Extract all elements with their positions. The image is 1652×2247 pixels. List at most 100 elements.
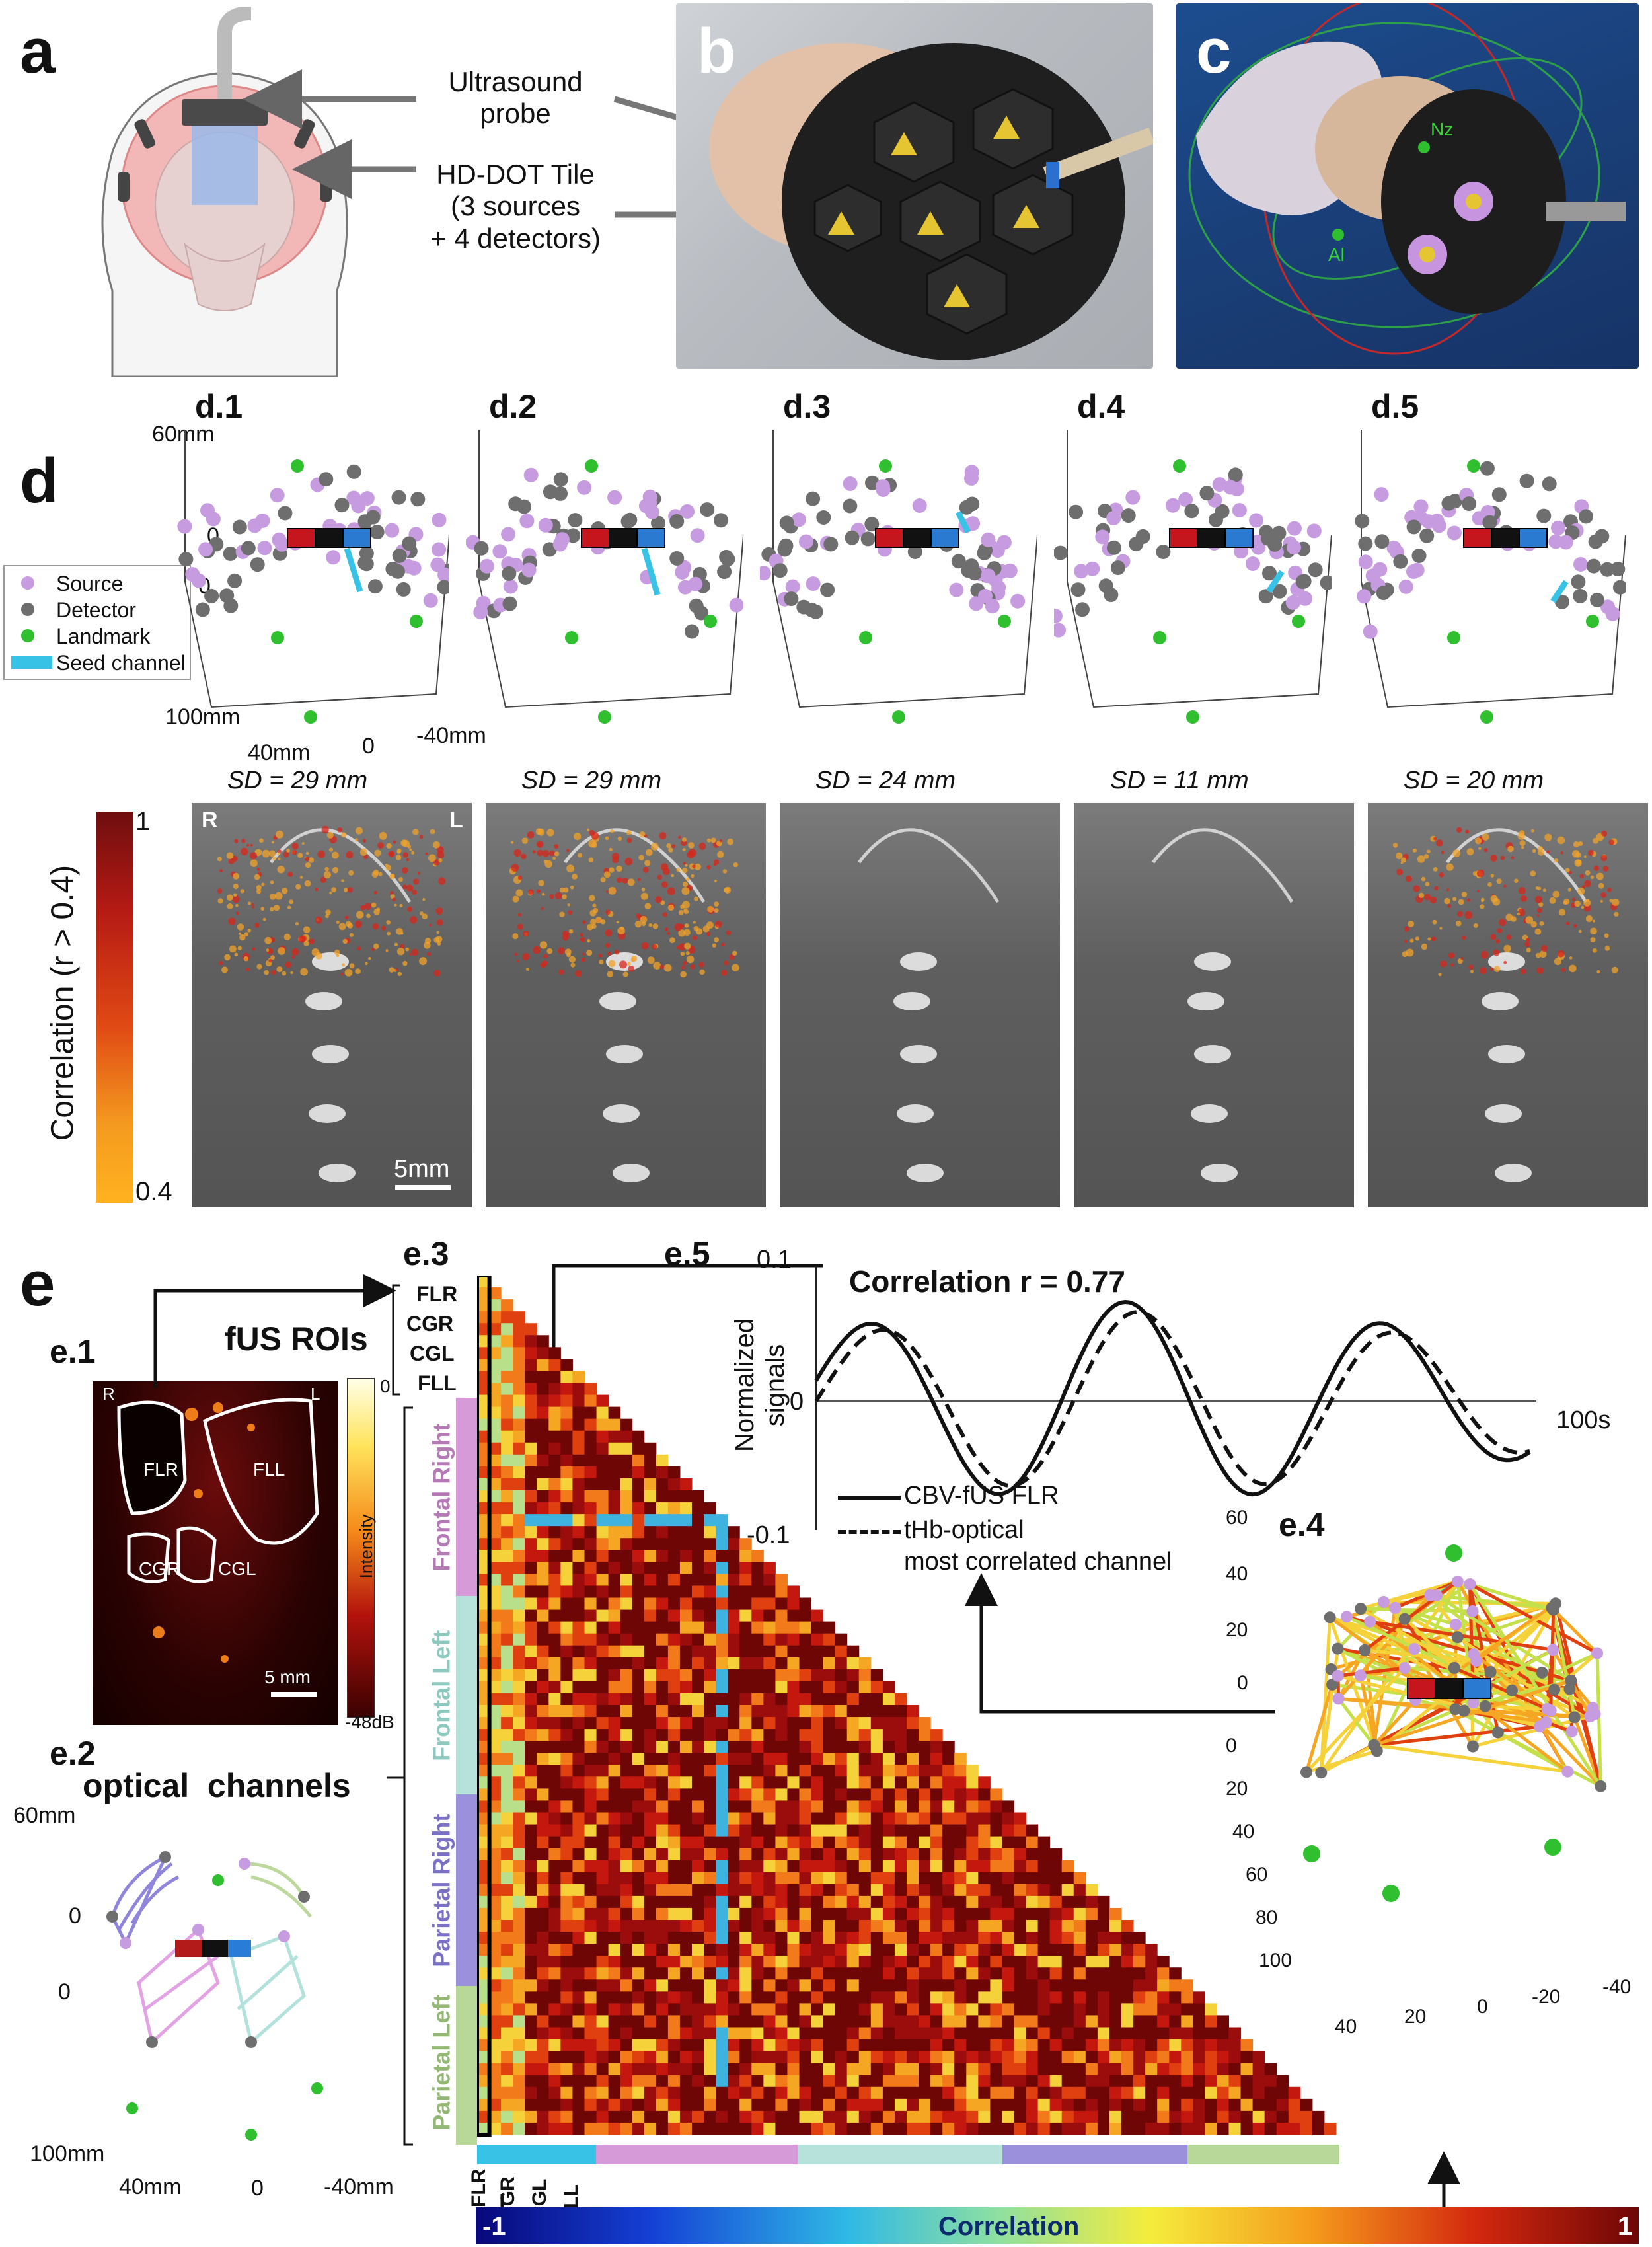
matrix-cell bbox=[679, 2027, 693, 2040]
detector-marker bbox=[365, 510, 381, 525]
matrix-cell bbox=[620, 1967, 633, 1980]
legend-source-marker bbox=[21, 576, 34, 590]
matrix-cell bbox=[704, 1514, 716, 1527]
matrix-cell bbox=[596, 1800, 609, 1813]
matrix-cell bbox=[907, 1836, 919, 1849]
correlation-voxel bbox=[299, 876, 303, 879]
matrix-cell bbox=[716, 1657, 728, 1670]
matrix-cell bbox=[632, 2015, 645, 2028]
matrix-cell bbox=[919, 1765, 931, 1777]
separation-label-5: SD = 20 mm bbox=[1403, 767, 1544, 794]
matrix-cell bbox=[679, 1788, 693, 1801]
matrix-cell bbox=[560, 1574, 573, 1586]
matrix-cell bbox=[525, 1526, 537, 1539]
correlation-voxel bbox=[234, 952, 239, 957]
matrix-cell bbox=[1133, 2015, 1146, 2028]
matrix-cell bbox=[775, 2051, 788, 2064]
correlation-voxel bbox=[1596, 872, 1604, 880]
matrix-cell bbox=[1061, 2075, 1074, 2088]
matrix-cell bbox=[501, 2039, 513, 2052]
matrix-cell bbox=[537, 1574, 549, 1586]
source-marker bbox=[523, 467, 539, 482]
matrix-cell bbox=[1026, 1967, 1039, 1980]
correlation-voxel bbox=[1560, 851, 1563, 855]
matrix-cell bbox=[1073, 1872, 1086, 1885]
matrix-cell bbox=[656, 1741, 669, 1753]
matrix-cell bbox=[1002, 2075, 1014, 2088]
detector-marker bbox=[1272, 584, 1287, 599]
matrix-cell bbox=[882, 1765, 895, 1777]
e5-legend-dashed-line bbox=[838, 1530, 901, 1534]
matrix-cell bbox=[739, 1956, 752, 1968]
matrix-cell bbox=[620, 1681, 633, 1694]
matrix-cell bbox=[728, 1669, 740, 1682]
matrix-cell bbox=[679, 1693, 693, 1706]
matrix-cell bbox=[584, 1657, 597, 1670]
matrix-cell bbox=[787, 1979, 800, 1992]
matrix-cell bbox=[823, 2110, 836, 2123]
matrix-cell bbox=[489, 1836, 502, 1849]
matrix-cell bbox=[942, 1920, 955, 1932]
matrix-cell bbox=[501, 1466, 513, 1479]
matrix-cell bbox=[907, 1907, 919, 1921]
matrix-cell bbox=[811, 1967, 824, 1980]
matrix-cell bbox=[632, 1538, 645, 1550]
matrix-cell bbox=[1217, 2051, 1229, 2064]
matrix-cell bbox=[692, 1753, 704, 1765]
matrix-cell bbox=[620, 1884, 633, 1897]
correlation-voxel bbox=[1514, 878, 1519, 883]
matrix-cell bbox=[1049, 2063, 1063, 2076]
matrix-cell bbox=[501, 1872, 513, 1885]
connectivity-edge bbox=[1485, 1648, 1554, 1689]
correlation-voxel bbox=[666, 843, 671, 849]
matrix-cell bbox=[763, 1956, 776, 1968]
matrix-cell bbox=[596, 2003, 609, 2016]
matrix-cell bbox=[775, 1776, 788, 1789]
matrix-cell bbox=[716, 1848, 728, 1861]
detector-marker bbox=[1358, 536, 1373, 551]
matrix-cell bbox=[489, 1944, 502, 1956]
correlation-voxel bbox=[1460, 957, 1464, 960]
matrix-cell bbox=[799, 2027, 812, 2040]
matrix-cell bbox=[799, 2051, 812, 2064]
matrix-cell bbox=[656, 1848, 669, 1861]
roi-cgl: CGL bbox=[218, 1558, 256, 1579]
matrix-cell bbox=[584, 1979, 597, 1992]
matrix-cell bbox=[1121, 2098, 1134, 2112]
matrix-cell bbox=[870, 1895, 883, 1909]
matrix-cell bbox=[596, 1657, 609, 1670]
matrix-cell bbox=[1061, 1884, 1074, 1897]
matrix-cell bbox=[858, 1956, 872, 1968]
matrix-cell bbox=[811, 2075, 824, 2088]
matrix-cell bbox=[608, 1466, 621, 1479]
matrix-cell bbox=[1014, 1920, 1027, 1932]
correlation-voxel bbox=[419, 835, 424, 839]
matrix-cell bbox=[1085, 2063, 1098, 2076]
matrix-cell bbox=[846, 2027, 860, 2040]
matrix-cell bbox=[1145, 2075, 1158, 2088]
matrix-cell bbox=[525, 1645, 537, 1658]
montage-label-5: d.5 bbox=[1371, 388, 1419, 425]
matrix-cell bbox=[548, 1765, 561, 1777]
matrix-cell bbox=[596, 1705, 609, 1718]
matrix-cell bbox=[489, 2110, 502, 2123]
matrix-cell bbox=[930, 1932, 943, 1944]
correlation-voxel bbox=[271, 970, 276, 975]
matrix-cell bbox=[919, 1979, 931, 1992]
matrix-cell bbox=[870, 1824, 883, 1837]
matrix-cell bbox=[513, 1645, 525, 1658]
correlation-voxel bbox=[1558, 909, 1566, 916]
matrix-cell bbox=[608, 1430, 621, 1443]
detector-marker bbox=[1228, 467, 1243, 482]
matrix-cell bbox=[501, 1645, 513, 1658]
correlation-voxel bbox=[338, 923, 346, 931]
matrix-cell bbox=[584, 1920, 597, 1932]
matrix-cell bbox=[513, 1705, 525, 1718]
correlation-voxel bbox=[1495, 939, 1501, 944]
matrix-cell bbox=[978, 1800, 991, 1813]
correlation-voxel bbox=[1526, 948, 1531, 952]
matrix-cell bbox=[954, 1824, 967, 1837]
matrix-cell bbox=[644, 1776, 657, 1789]
matrix-cell bbox=[596, 1609, 609, 1622]
correlation-voxel bbox=[1532, 849, 1536, 853]
